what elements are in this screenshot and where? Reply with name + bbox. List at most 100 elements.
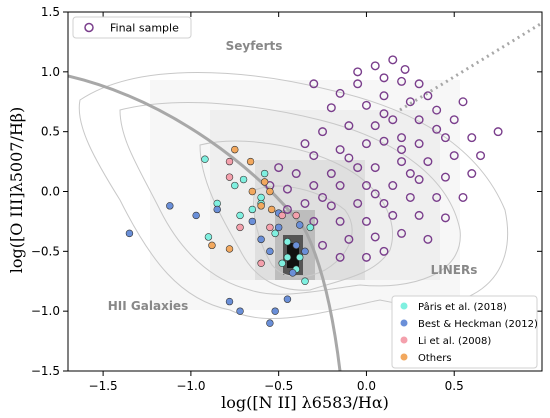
data-point <box>432 124 442 134</box>
data-point <box>405 192 415 202</box>
data-point <box>292 241 300 250</box>
data-point <box>440 213 450 223</box>
data-point <box>414 175 424 185</box>
legend-final-sample-marker <box>84 22 94 33</box>
data-point <box>370 61 380 71</box>
x-tick-label: −0.5 <box>264 379 293 393</box>
data-point <box>379 109 389 119</box>
x-axis-label: log([N II] λ6583/Hα) <box>221 393 389 412</box>
data-point <box>493 127 503 137</box>
data-point <box>379 73 389 83</box>
legend-top: Final sample <box>72 16 192 39</box>
data-point <box>267 205 276 214</box>
data-point <box>344 153 354 163</box>
data-point <box>379 246 389 256</box>
legend-li-label: Li et al. (2008) <box>418 336 491 347</box>
region-label-liners: LINERs <box>431 263 478 277</box>
data-point <box>379 91 389 101</box>
data-point <box>458 97 468 107</box>
y-tick-label: 1.5 <box>41 5 60 19</box>
data-point <box>257 259 265 267</box>
data-point <box>266 223 274 232</box>
data-point <box>257 235 265 244</box>
data-point <box>248 205 257 214</box>
data-point <box>458 192 468 202</box>
density-background <box>150 80 460 310</box>
data-point <box>397 76 407 86</box>
data-point <box>296 253 304 262</box>
data-point <box>282 204 292 214</box>
data-point <box>225 157 234 166</box>
x-axis: −1.5 −1.0 −0.5 0.0 0.5 <box>89 12 464 393</box>
contour-4 <box>253 185 353 278</box>
data-point <box>379 198 389 208</box>
data-point <box>326 201 336 211</box>
data-point <box>266 187 274 196</box>
data-point <box>361 216 371 226</box>
data-point <box>274 163 284 173</box>
y-axis: −1.5 −1.0 −0.5 0.0 0.5 1.0 1.5 <box>31 5 542 378</box>
data-point <box>326 169 336 179</box>
data-point <box>397 133 407 143</box>
data-point <box>388 55 398 65</box>
legend-final-sample-label: Final sample <box>110 22 179 35</box>
data-point <box>370 232 380 242</box>
data-point <box>201 155 209 163</box>
y-tick-label: −1.5 <box>31 364 60 378</box>
data-point <box>283 238 292 246</box>
data-point <box>208 241 216 250</box>
y-tick-label: −0.5 <box>31 244 60 258</box>
data-point <box>292 211 300 220</box>
plot-area: Seyferts LINERs HII Galaxies <box>68 21 542 371</box>
data-point <box>361 100 371 110</box>
data-point <box>344 234 354 244</box>
data-point <box>278 211 286 220</box>
data-point <box>335 88 345 98</box>
data-point <box>388 115 398 125</box>
data-point <box>370 121 380 131</box>
legend-bottom-frame <box>391 295 538 369</box>
data-point <box>388 181 398 191</box>
data-point <box>414 210 424 220</box>
data-point <box>248 217 257 226</box>
data-point <box>476 151 486 161</box>
data-point <box>306 223 314 232</box>
data-point <box>405 169 415 179</box>
y-axis-label: log([O III]λ5007/Hβ) <box>7 107 26 274</box>
data-point <box>300 198 310 208</box>
data-point <box>225 245 234 253</box>
legend-li-marker <box>400 336 408 344</box>
data-point <box>388 210 398 220</box>
data-point <box>335 181 345 191</box>
data-point <box>204 233 213 241</box>
data-point <box>231 181 239 190</box>
data-point <box>397 145 407 155</box>
data-point <box>309 216 319 226</box>
data-point <box>344 121 354 131</box>
series-others <box>208 145 276 253</box>
y-tick-label: −1.0 <box>31 304 60 318</box>
data-point <box>335 145 345 155</box>
data-point <box>432 192 442 202</box>
data-point <box>414 115 424 125</box>
data-point <box>296 221 304 229</box>
data-point <box>260 178 269 186</box>
data-point <box>236 211 244 220</box>
legend-best-label: Best & Heckman (2012) <box>418 319 538 330</box>
legend-others-label: Others <box>418 353 452 364</box>
data-point <box>361 181 371 191</box>
data-point <box>449 151 459 161</box>
data-point <box>271 307 279 315</box>
data-point <box>318 127 328 137</box>
series-best-heckman-2012- <box>125 202 309 327</box>
data-point <box>335 252 345 262</box>
data-point <box>353 198 363 208</box>
data-point <box>225 173 234 181</box>
data-point <box>467 169 477 179</box>
data-point <box>236 307 244 315</box>
data-point <box>370 163 380 173</box>
data-point <box>423 91 433 101</box>
legend-others-marker <box>400 353 408 361</box>
region-label-seyferts: Seyferts <box>226 39 283 53</box>
data-point <box>449 115 459 125</box>
